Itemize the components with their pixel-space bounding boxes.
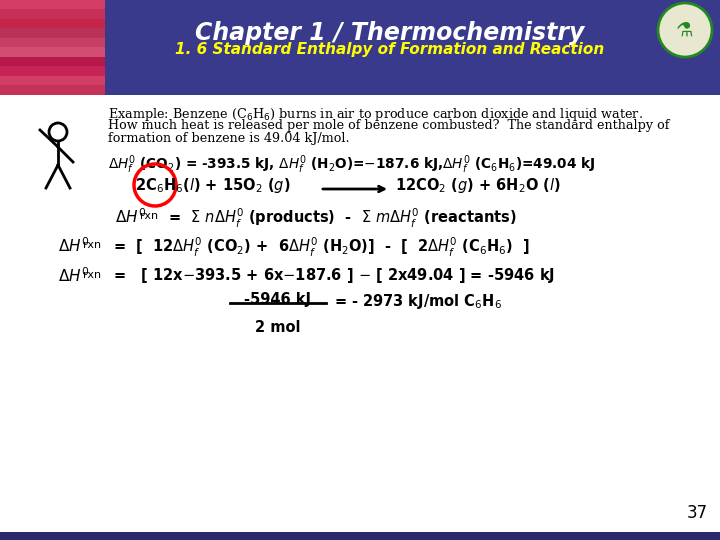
Bar [0, 9, 105, 19]
Bar [0, 0, 105, 94]
Text: rxn: rxn [83, 270, 101, 280]
Circle shape [658, 3, 712, 57]
Bar [0, 85, 105, 94]
Bar [0, 66, 105, 76]
Bar [0, 532, 720, 540]
Text: 12CO$_2$ ($g$) + 6H$_2$O ($l$): 12CO$_2$ ($g$) + 6H$_2$O ($l$) [395, 176, 561, 195]
Text: 37: 37 [687, 504, 708, 522]
Text: -5946 kJ: -5946 kJ [245, 292, 312, 307]
Bar [0, 57, 105, 66]
Bar [0, 0, 720, 94]
Text: =   [ 12x$-$393.5 + 6x$-$187.6 ] $-$ [ 2x49.04 ] = -5946 kJ: = [ 12x$-$393.5 + 6x$-$187.6 ] $-$ [ 2x4… [113, 266, 555, 285]
Text: How much heat is released per mole of benzene combusted?  The standard enthalpy : How much heat is released per mole of be… [108, 119, 670, 132]
Text: = - 2973 kJ/mol C$_6$H$_6$: = - 2973 kJ/mol C$_6$H$_6$ [334, 292, 502, 311]
Text: $\Delta H^0_f$ (CO$_2$) = -393.5 kJ, $\Delta H^0_f$ (H$_2$O)=$-$187.6 kJ,$\Delta: $\Delta H^0_f$ (CO$_2$) = -393.5 kJ, $\D… [108, 153, 595, 176]
Bar [0, 19, 105, 28]
Text: =  $\Sigma$ $n\Delta H^0_f$ (products)  -  $\Sigma$ $m\Delta H^0_f$ (reactants): = $\Sigma$ $n\Delta H^0_f$ (products) - … [168, 207, 516, 230]
Text: Example: Benzene (C$_6$H$_6$) burns in air to produce carbon dioxide and liquid : Example: Benzene (C$_6$H$_6$) burns in a… [108, 106, 643, 123]
Text: 2C$_6$H$_6$($l$) + 15O$_2$ ($g$): 2C$_6$H$_6$($l$) + 15O$_2$ ($g$) [135, 176, 291, 195]
Bar [0, 38, 105, 47]
Text: $\Delta H^0$: $\Delta H^0$ [58, 266, 89, 285]
Text: 2 mol: 2 mol [256, 320, 301, 335]
Text: ⚗: ⚗ [676, 21, 694, 39]
Text: =  [  12$\Delta H^0_f$ (CO$_2$) +  6$\Delta H^0_f$ (H$_2$O)]  -  [  2$\Delta H^0: = [ 12$\Delta H^0_f$ (CO$_2$) + 6$\Delta… [113, 236, 530, 259]
Text: 1. 6 Standard Enthalpy of Formation and Reaction: 1. 6 Standard Enthalpy of Formation and … [176, 42, 605, 57]
Text: rxn: rxn [140, 211, 158, 221]
Text: Chapter 1 / Thermochemistry: Chapter 1 / Thermochemistry [195, 21, 585, 45]
Bar [0, 28, 105, 38]
Bar [0, 0, 105, 10]
Bar [0, 94, 720, 532]
Text: formation of benzene is 49.04 kJ/mol.: formation of benzene is 49.04 kJ/mol. [108, 132, 350, 145]
Text: rxn: rxn [83, 240, 101, 250]
Text: $\Delta H^0$: $\Delta H^0$ [58, 236, 89, 255]
Bar [0, 76, 105, 85]
Bar [0, 47, 105, 57]
Text: $\Delta H^0$: $\Delta H^0$ [115, 207, 146, 226]
